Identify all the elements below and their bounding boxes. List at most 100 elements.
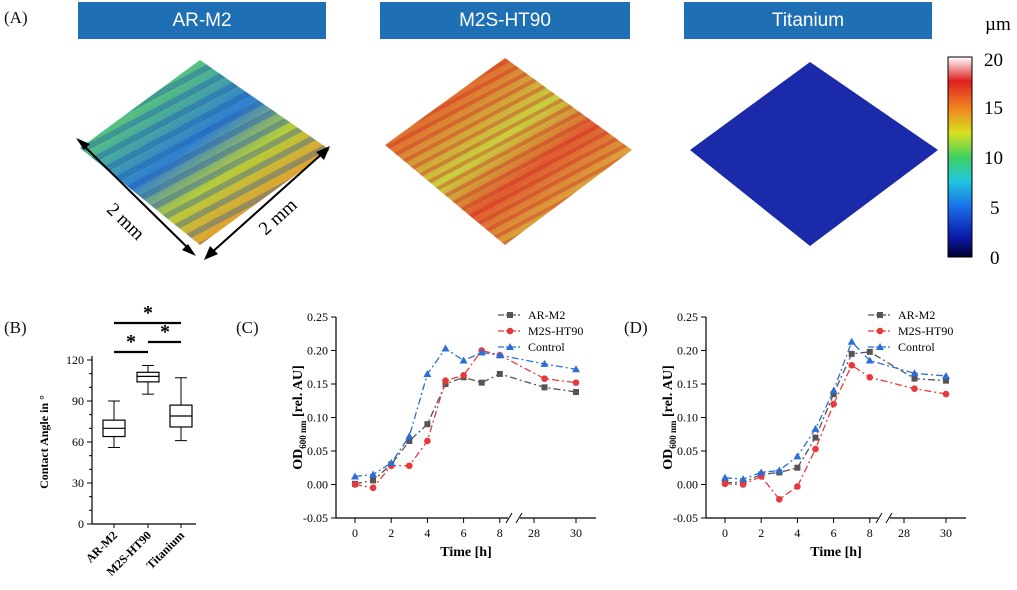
y-tick-label: 0.10 <box>677 411 698 425</box>
series-line-ar-m2 <box>354 373 577 485</box>
x-tick-label: 2 <box>758 526 764 540</box>
series-line-m2s-ht90 <box>354 349 577 489</box>
data-point <box>572 379 580 386</box>
y-axis-label-subscript: 600 nm <box>298 420 308 449</box>
colorbar-tick-20: 20 <box>984 50 1003 71</box>
y-tick-label: 0.00 <box>677 478 698 492</box>
data-point <box>387 459 396 467</box>
y-tick-label: 30 <box>72 476 84 490</box>
data-point <box>910 369 919 377</box>
header-m2s-ht90: M2S-HT90 <box>380 2 630 39</box>
y-tick-label: 0.05 <box>677 444 698 458</box>
legend-marker <box>506 327 514 335</box>
data-point <box>721 473 729 481</box>
data-point <box>847 337 856 345</box>
y-tick-label: -0.05 <box>673 511 698 525</box>
data-point <box>406 462 413 470</box>
data-point <box>459 356 468 364</box>
legend-marker <box>507 312 513 318</box>
data-point <box>829 386 838 394</box>
y-tick-label: 90 <box>72 394 84 408</box>
colorbar-tick-15: 15 <box>984 98 1003 119</box>
data-point <box>572 365 580 373</box>
data-point <box>721 480 729 488</box>
y-tick-label: 0.20 <box>677 344 698 358</box>
data-point <box>540 359 549 367</box>
y-tick-label: 0.25 <box>307 310 328 324</box>
x-tick-label: 0 <box>352 526 358 540</box>
data-point <box>442 377 449 384</box>
surface-ar-m2-texture <box>80 60 330 245</box>
panel-d-label: (D) <box>624 318 648 337</box>
data-point <box>406 437 413 444</box>
x-tick-label: 4 <box>424 526 430 540</box>
data-point <box>541 375 548 382</box>
x-tick-label: 28 <box>528 526 540 540</box>
y-tick-label: -0.05 <box>303 511 328 525</box>
series-line-ar-m2 <box>725 351 947 484</box>
y-tick-label: 0 <box>78 517 84 531</box>
arrowhead-right-bottom <box>204 246 218 260</box>
data-point <box>424 421 431 428</box>
dimension-label-left: 2 mm <box>102 199 148 245</box>
legend-label: AR-M2 <box>528 308 565 322</box>
data-point <box>775 466 784 474</box>
y-tick-label: 0.10 <box>307 411 328 425</box>
data-point <box>811 424 820 432</box>
legend-label: M2S-HT90 <box>528 324 583 338</box>
y-tick-label: 60 <box>72 435 84 449</box>
colorbar-tick-5: 5 <box>990 198 1000 219</box>
data-point <box>776 495 783 503</box>
x-tick-label: 30 <box>570 526 582 540</box>
x-tick-label: 4 <box>794 526 800 540</box>
data-point <box>478 379 485 386</box>
sig-star-2: * <box>160 321 170 343</box>
data-point <box>441 344 450 352</box>
legend-marker <box>876 343 884 350</box>
series-line-control <box>354 347 577 478</box>
series-line-control <box>724 340 947 480</box>
x-tick-label: 2 <box>388 526 394 540</box>
x-tick-label: 0 <box>722 526 728 540</box>
header-ar-m2: AR-M2 <box>78 2 326 39</box>
data-point <box>442 381 449 387</box>
dimension-arrow-right <box>209 151 325 255</box>
legend-label: AR-M2 <box>898 308 935 322</box>
x-tick-label: 30 <box>940 526 952 540</box>
data-point <box>866 348 873 355</box>
panel-c-label: (C) <box>236 318 259 337</box>
y-tick-label: 0.05 <box>307 444 328 458</box>
data-point <box>405 432 414 440</box>
colorbar-unit: µm <box>985 14 1011 35</box>
axis-break-mark <box>885 512 893 524</box>
data-point <box>495 351 504 359</box>
legend-marker <box>876 327 884 335</box>
data-point <box>369 484 377 492</box>
data-point <box>351 481 359 488</box>
sig-star-1: * <box>126 331 136 353</box>
y-axis-label-main: OD <box>291 449 306 470</box>
box <box>136 371 160 383</box>
data-point <box>866 374 874 381</box>
data-point <box>830 400 837 408</box>
data-point <box>541 384 548 391</box>
series-line-m2s-ht90 <box>724 364 947 501</box>
colorbar-tick-10: 10 <box>984 148 1003 169</box>
y-axis-label: OD600 nm [rel. AU] <box>291 365 308 470</box>
data-point <box>865 356 874 364</box>
sig-star-3: * <box>143 302 153 324</box>
data-point <box>496 370 503 377</box>
y-tick-label: 0.00 <box>307 478 328 492</box>
data-point <box>573 389 579 396</box>
legend-label: Control <box>528 340 565 354</box>
data-point <box>757 468 766 476</box>
axis-break-mark <box>505 512 513 524</box>
data-point <box>424 437 431 445</box>
y-axis-label-unit: [rel. AU] <box>291 365 306 420</box>
y-tick-label: 0.20 <box>307 344 328 358</box>
y-axis-label-subscript: 600 nm <box>668 420 678 449</box>
data-point <box>369 470 378 478</box>
data-point <box>830 391 837 398</box>
surface-m2s-ht90-texture <box>385 58 632 245</box>
data-point <box>794 483 801 490</box>
